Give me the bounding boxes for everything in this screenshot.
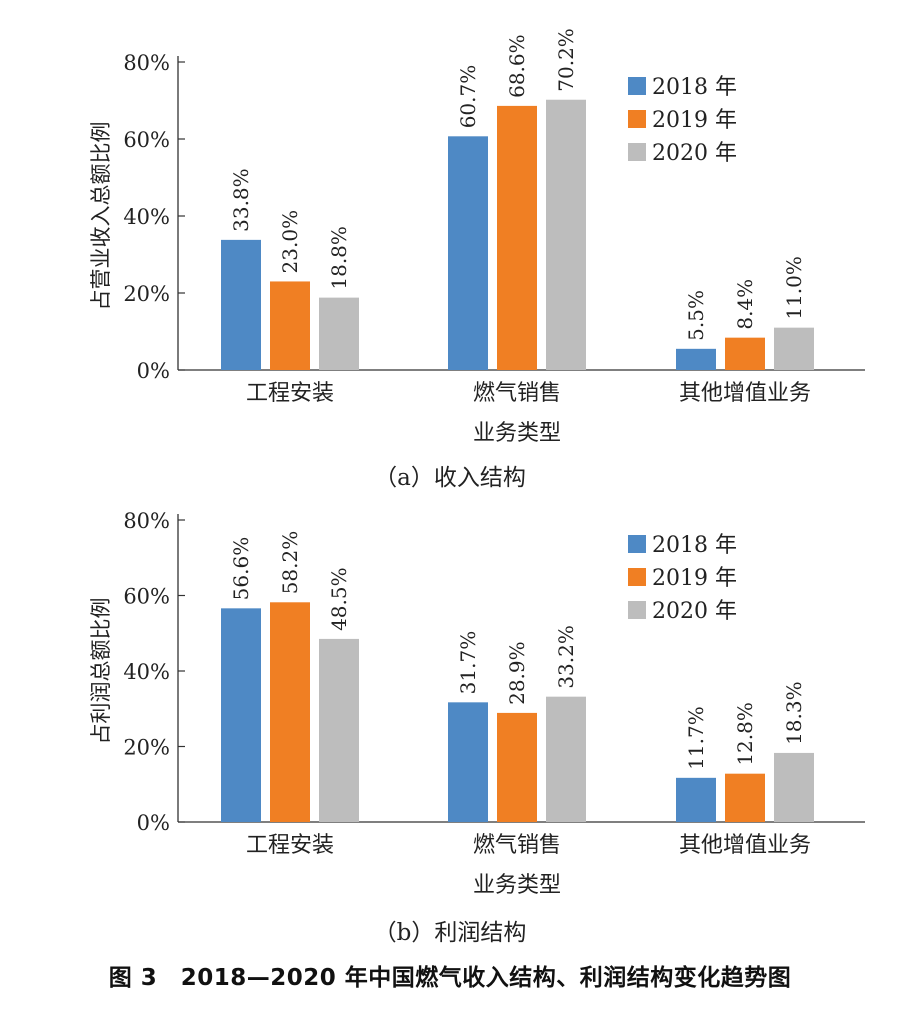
profit-y-tick-label: 80% xyxy=(123,509,170,533)
profit-bar xyxy=(774,752,814,822)
revenue-data-label: 11.0% xyxy=(782,256,806,320)
profit-bar xyxy=(546,696,586,822)
revenue-y-tick-label: 0% xyxy=(137,359,170,383)
profit-bar xyxy=(725,773,765,822)
profit-bar xyxy=(319,638,359,822)
chart-profit-svg: 0% 20% 40% 60% 80% 占利润总额比例 56.6% 58.2% 48.5% 工程安装… xyxy=(89,509,865,946)
profit-legend-label: 2020 年 xyxy=(652,599,737,624)
revenue-legend-label: 2019 年 xyxy=(652,108,737,133)
profit-legend-swatch xyxy=(628,568,646,586)
profit-legend-swatch xyxy=(628,535,646,553)
chart-profit-structure: 0% 20% 40% 60% 80% 占利润总额比例 56.6% 58.2% 48.5% 工程安装… xyxy=(0,495,900,950)
profit-legend-label: 2018 年 xyxy=(652,533,737,558)
profit-data-label: 58.2% xyxy=(278,531,302,595)
revenue-legend-swatch xyxy=(628,110,646,128)
revenue-data-label: 33.8% xyxy=(229,168,253,232)
profit-bar xyxy=(221,608,261,822)
profit-bar xyxy=(497,712,537,822)
profit-bar xyxy=(676,777,716,822)
profit-data-label: 48.5% xyxy=(327,567,351,631)
revenue-bar xyxy=(546,99,586,370)
profit-data-label: 56.6% xyxy=(229,537,253,601)
revenue-bar xyxy=(448,136,488,370)
profit-legend-swatch xyxy=(628,601,646,619)
revenue-bar xyxy=(497,105,537,370)
revenue-legend-swatch xyxy=(628,77,646,95)
profit-data-label: 31.7% xyxy=(456,631,480,695)
revenue-data-label: 68.6% xyxy=(505,34,529,98)
profit-data-label: 11.7% xyxy=(684,706,708,770)
chart-revenue-svg: 0% 20% 40% 60% 80% 占营业收入总额比例 33.8% 23.0% 18.8% 工程… xyxy=(89,28,865,491)
revenue-legend-label: 2018 年 xyxy=(652,75,737,100)
figure-caption: 图 3 2018—2020 年中国燃气收入结构、利润结构变化趋势图 xyxy=(108,965,792,991)
revenue-y-tick-label: 40% xyxy=(123,205,170,229)
revenue-data-label: 60.7% xyxy=(456,65,480,129)
revenue-data-label: 70.2% xyxy=(554,28,578,92)
revenue-bar xyxy=(725,337,765,370)
profit-data-label: 28.9% xyxy=(505,641,529,705)
revenue-bar xyxy=(319,297,359,370)
profit-y-tick-label: 20% xyxy=(123,736,170,760)
profit-y-axis-label: 占利润总额比例 xyxy=(89,598,113,745)
profit-bar xyxy=(270,602,310,822)
profit-x-axis-label: 业务类型 xyxy=(473,873,561,898)
revenue-bar xyxy=(270,281,310,370)
profit-y-tick-label: 60% xyxy=(123,585,170,609)
revenue-category-label: 其他增值业务 xyxy=(679,381,811,406)
profit-category-label: 工程安装 xyxy=(246,833,334,858)
revenue-legend-swatch xyxy=(628,143,646,161)
revenue-chart-title: （a）收入结构 xyxy=(374,465,526,491)
profit-data-label: 33.2% xyxy=(554,625,578,689)
revenue-y-axis-label: 占营业收入总额比例 xyxy=(89,122,113,311)
revenue-data-label: 18.8% xyxy=(327,226,351,290)
revenue-category-label: 工程安装 xyxy=(246,381,334,406)
profit-y-tick-label: 40% xyxy=(123,660,170,684)
profit-data-label: 12.8% xyxy=(733,702,757,766)
profit-data-label: 18.3% xyxy=(782,681,806,745)
chart-revenue-structure: 0% 20% 40% 60% 80% 占营业收入总额比例 33.8% 23.0% 18.8% 工程… xyxy=(0,0,900,495)
revenue-category-label: 燃气销售 xyxy=(473,381,561,406)
profit-legend-label: 2019 年 xyxy=(652,566,737,591)
revenue-bar xyxy=(676,348,716,370)
revenue-x-axis-label: 业务类型 xyxy=(473,421,561,446)
revenue-data-label: 8.4% xyxy=(733,279,757,330)
profit-category-label: 燃气销售 xyxy=(473,833,561,858)
revenue-y-tick-label: 80% xyxy=(123,51,170,75)
revenue-bar xyxy=(221,239,261,370)
revenue-legend-label: 2020 年 xyxy=(652,141,737,166)
revenue-data-label: 23.0% xyxy=(278,210,302,274)
revenue-y-tick-label: 60% xyxy=(123,128,170,152)
revenue-bar xyxy=(774,327,814,370)
profit-chart-title: （b）利润结构 xyxy=(374,920,527,946)
revenue-data-label: 5.5% xyxy=(684,290,708,341)
revenue-y-tick-label: 20% xyxy=(123,282,170,306)
profit-bar xyxy=(448,702,488,822)
profit-y-tick-label: 0% xyxy=(137,811,170,835)
profit-category-label: 其他增值业务 xyxy=(679,833,811,858)
